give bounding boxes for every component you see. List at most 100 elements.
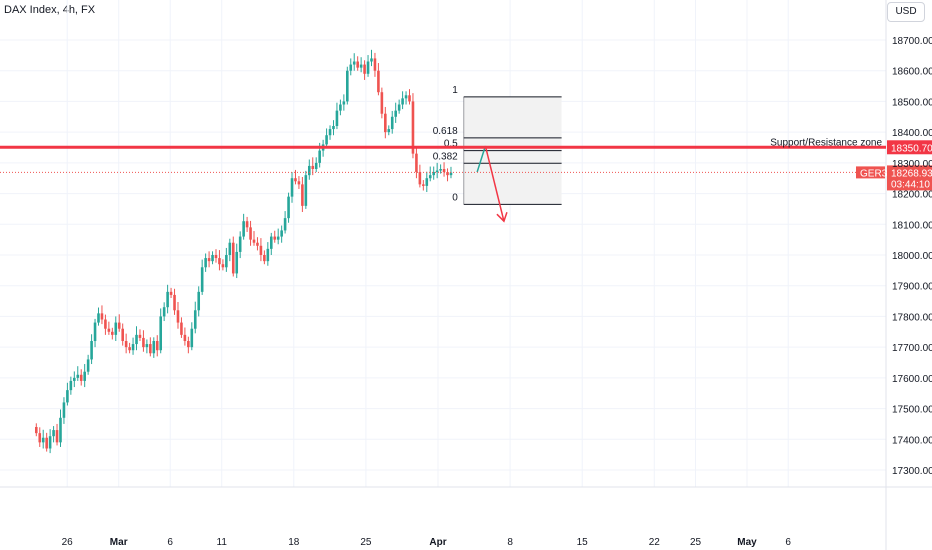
y-tick-label: 18400.00 (892, 128, 932, 139)
candle-body (363, 64, 366, 74)
candle-body (124, 341, 128, 348)
candle-body (121, 328, 124, 341)
candle-body (197, 291, 201, 311)
fib-level-label: 0.5 (444, 139, 458, 150)
fib-level-label: 0.382 (433, 151, 458, 162)
sr-price-tag (887, 140, 932, 155)
candle-body (245, 221, 249, 228)
candle-body (79, 374, 83, 381)
candle-body (415, 153, 418, 173)
y-tick-label: 18600.00 (892, 67, 932, 78)
symbol-label: GER30 (860, 168, 893, 179)
candle-body (152, 341, 156, 354)
y-tick-label: 18500.00 (892, 97, 932, 108)
candle-body (432, 172, 435, 176)
candle-body (100, 313, 104, 320)
candle-body (384, 113, 387, 133)
candle-body (439, 169, 442, 171)
candle-body (231, 242, 235, 274)
fib-retracement[interactable]: 1 0.618 0.50.382 0 (433, 85, 562, 205)
candle-body (45, 437, 48, 449)
candle-body (276, 236, 280, 240)
candle-body (390, 116, 394, 130)
candle-body (397, 104, 401, 111)
candle-body (145, 344, 149, 348)
candle-body (117, 322, 121, 329)
candle-body (332, 126, 335, 130)
candle-body (294, 178, 297, 182)
candle-body (435, 170, 439, 173)
candle-body (311, 165, 315, 169)
candle-body (235, 251, 239, 274)
candle-body (131, 344, 135, 351)
sr-price-label: 18350.70 (891, 143, 932, 154)
x-tick-label: 6 (167, 537, 173, 548)
candle-body (166, 291, 169, 308)
x-tick-label: 25 (360, 537, 372, 548)
currency-button[interactable]: USD (887, 2, 925, 22)
candle-body (162, 307, 166, 317)
x-tick-label: 8 (507, 537, 513, 548)
candle-body (266, 248, 270, 262)
candle-body (252, 239, 256, 243)
candle-body (418, 172, 422, 185)
candle-body (228, 242, 232, 255)
candle-body (93, 322, 97, 341)
candle-body (104, 319, 107, 329)
candle-countdown: 03:44:10 (891, 179, 930, 190)
candle-body (352, 61, 356, 65)
fib-level-label: 0 (452, 192, 458, 203)
candle-body (190, 328, 194, 348)
candle-body (287, 196, 290, 219)
candle-body (425, 178, 429, 186)
candle-body (73, 377, 76, 381)
candle-body (256, 242, 259, 246)
candle-body (366, 61, 370, 74)
candle-body (204, 258, 207, 268)
candle-body (169, 291, 173, 295)
candle-body (373, 58, 377, 71)
y-tick-label: 17300.00 (892, 466, 932, 477)
candle-body (155, 341, 159, 351)
candle-body (187, 341, 190, 348)
candle-body (335, 110, 339, 126)
candle-body (48, 436, 52, 449)
candle-body (218, 258, 221, 265)
support-resistance-label: Support/Resistance zone (770, 137, 882, 148)
candle-body (62, 402, 66, 418)
candle-body (411, 101, 415, 154)
y-tick-label: 18300.00 (892, 159, 932, 170)
candle-body (442, 169, 446, 173)
candle-body (193, 310, 197, 329)
last-price-label: 18268.93 (891, 168, 932, 179)
candle-body (149, 344, 152, 354)
candle-body (342, 101, 346, 105)
candle-body (307, 165, 311, 176)
y-tick-label: 17500.00 (892, 405, 932, 416)
candle-body (138, 334, 142, 338)
candle-body (249, 227, 252, 240)
y-tick-label: 17800.00 (892, 312, 932, 323)
x-tick-label: 18 (288, 537, 300, 548)
candle-body (107, 328, 111, 332)
candle-body (221, 264, 225, 268)
candle-body (242, 221, 245, 237)
grid (0, 0, 886, 487)
x-tick-label: Mar (110, 537, 128, 548)
candle-body (135, 334, 138, 345)
candle-body (449, 172, 453, 176)
x-tick-label: 15 (577, 537, 589, 548)
projection-arrow[interactable] (476, 145, 508, 223)
candle-body (176, 310, 180, 323)
x-axis-labels: 26 Mar 6 11 18 25 Apr 8 15 22 25 May 6 (62, 537, 792, 548)
candle-body (180, 322, 183, 335)
candle-body (318, 150, 321, 163)
candle-body (328, 129, 332, 136)
candle-body (325, 135, 328, 145)
candle-body (380, 92, 384, 114)
candle-body (114, 322, 118, 335)
candle-body (304, 175, 308, 206)
x-tick-label: May (737, 537, 757, 548)
candle-body (238, 236, 242, 252)
